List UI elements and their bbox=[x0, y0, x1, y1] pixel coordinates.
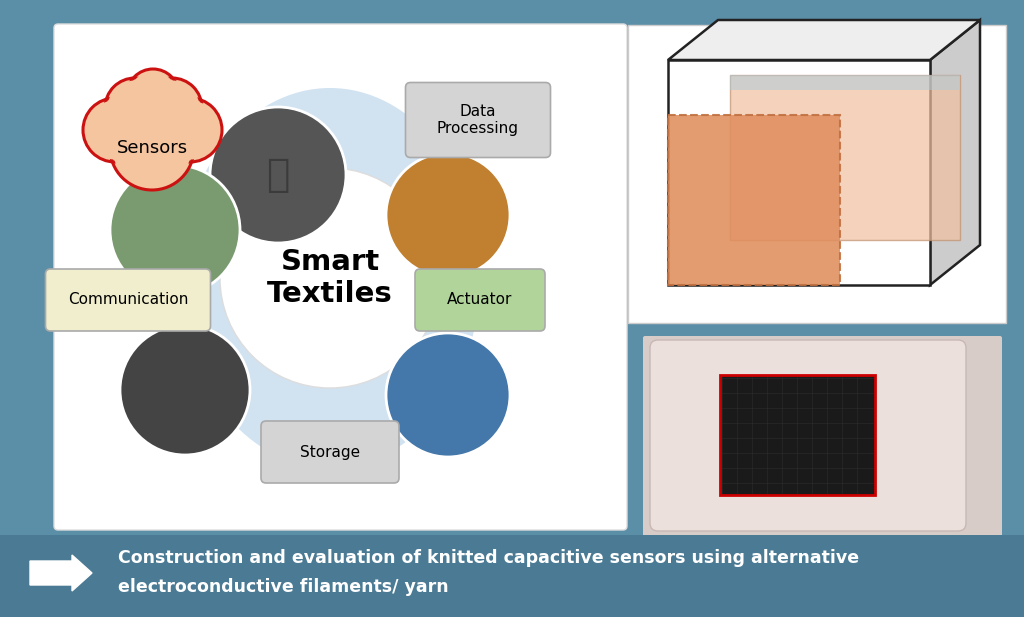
Text: electroconductive filaments/ yarn: electroconductive filaments/ yarn bbox=[118, 578, 449, 596]
Polygon shape bbox=[668, 115, 840, 285]
FancyBboxPatch shape bbox=[45, 269, 211, 331]
Circle shape bbox=[120, 325, 250, 455]
Bar bbox=[0, 535, 1024, 617]
Text: 👔: 👔 bbox=[266, 156, 290, 194]
Circle shape bbox=[210, 107, 346, 243]
Circle shape bbox=[144, 80, 200, 136]
Circle shape bbox=[142, 78, 202, 138]
Bar bbox=[720, 375, 874, 495]
Circle shape bbox=[161, 101, 219, 160]
FancyBboxPatch shape bbox=[628, 25, 1006, 323]
Text: Storage: Storage bbox=[300, 444, 360, 460]
Polygon shape bbox=[668, 60, 930, 285]
FancyBboxPatch shape bbox=[643, 336, 1002, 540]
Circle shape bbox=[110, 106, 194, 190]
Text: Construction and evaluation of knitted capacitive sensors using alternative: Construction and evaluation of knitted c… bbox=[118, 549, 859, 567]
Text: Communication: Communication bbox=[68, 292, 188, 307]
Ellipse shape bbox=[180, 88, 480, 468]
Circle shape bbox=[386, 333, 510, 457]
Circle shape bbox=[85, 101, 144, 160]
FancyBboxPatch shape bbox=[415, 269, 545, 331]
Circle shape bbox=[386, 153, 510, 277]
Text: Actuator: Actuator bbox=[447, 292, 513, 307]
Circle shape bbox=[83, 98, 147, 162]
Circle shape bbox=[220, 168, 440, 388]
Text: Data
Processing: Data Processing bbox=[437, 104, 519, 136]
Circle shape bbox=[129, 72, 176, 118]
FancyArrow shape bbox=[30, 555, 92, 591]
Circle shape bbox=[108, 80, 163, 136]
FancyBboxPatch shape bbox=[650, 340, 966, 531]
FancyBboxPatch shape bbox=[54, 24, 627, 530]
Circle shape bbox=[158, 98, 222, 162]
Polygon shape bbox=[930, 20, 980, 285]
Text: Smart
Textiles: Smart Textiles bbox=[267, 248, 393, 308]
Circle shape bbox=[110, 165, 240, 295]
Circle shape bbox=[127, 69, 179, 121]
Polygon shape bbox=[730, 75, 961, 90]
Polygon shape bbox=[668, 20, 980, 60]
Text: Sensors: Sensors bbox=[117, 139, 187, 157]
Circle shape bbox=[105, 78, 165, 138]
Polygon shape bbox=[730, 75, 961, 240]
FancyBboxPatch shape bbox=[406, 83, 551, 157]
FancyBboxPatch shape bbox=[261, 421, 399, 483]
Circle shape bbox=[113, 109, 191, 188]
